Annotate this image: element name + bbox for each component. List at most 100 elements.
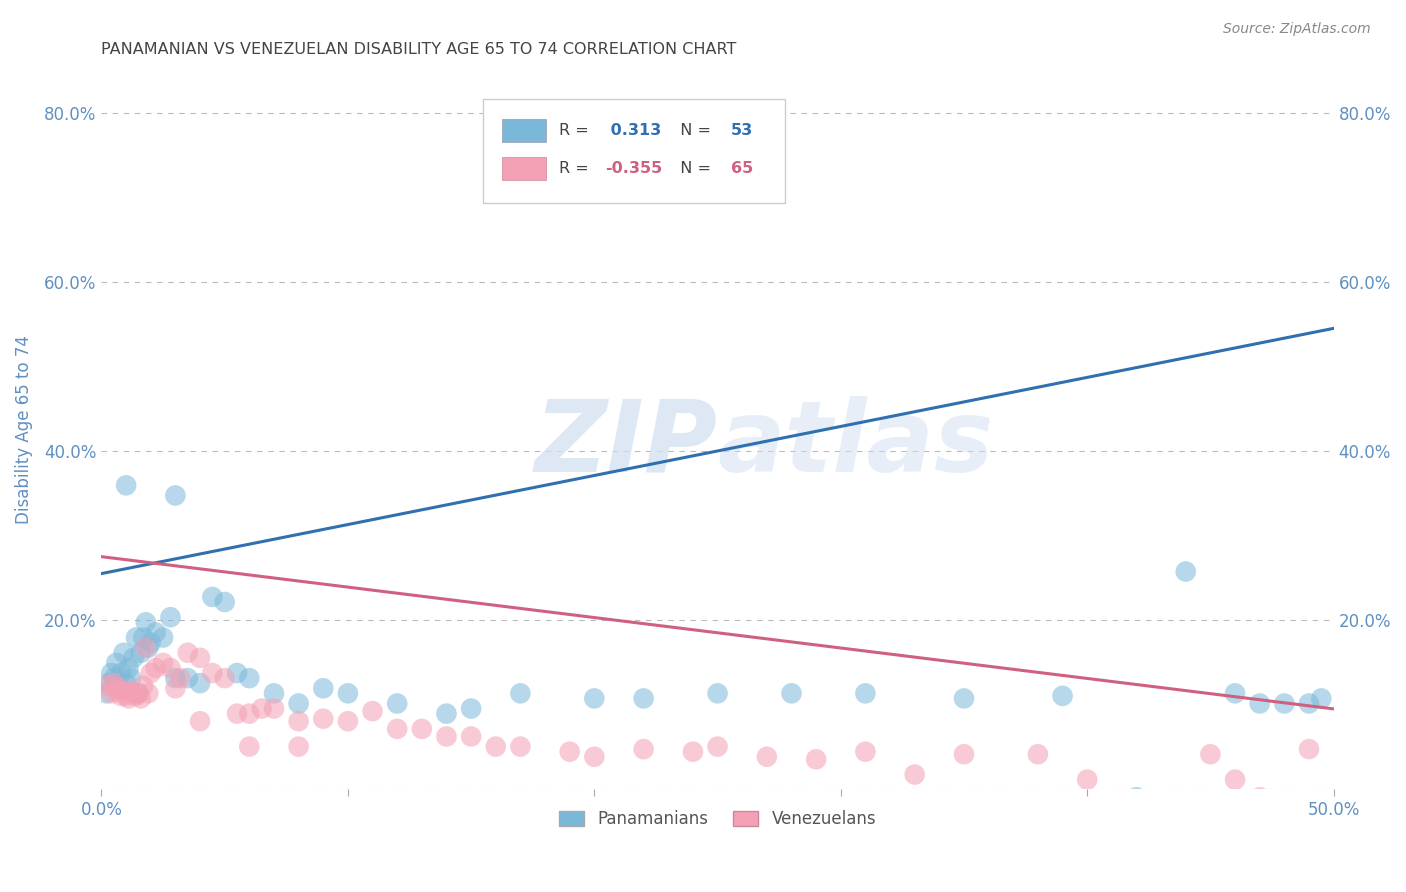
Point <box>287 600 309 615</box>
Point <box>139 520 162 534</box>
Point <box>152 503 174 517</box>
Point <box>755 659 778 673</box>
Point <box>436 625 458 640</box>
Legend: Panamanians, Venezuelans: Panamanians, Venezuelans <box>553 804 883 835</box>
Point <box>804 664 827 678</box>
Text: 0.313: 0.313 <box>606 122 662 137</box>
Point <box>460 579 482 593</box>
Point <box>152 461 174 475</box>
Point <box>977 731 1000 746</box>
Point <box>633 647 655 661</box>
Point <box>583 562 606 576</box>
FancyBboxPatch shape <box>484 99 786 203</box>
Point <box>953 656 976 670</box>
Point <box>112 486 135 500</box>
Point <box>122 494 145 508</box>
Point <box>263 554 285 568</box>
Point <box>1076 698 1098 712</box>
Point <box>1298 647 1320 661</box>
Point <box>558 651 581 665</box>
Point <box>336 600 359 615</box>
Point <box>115 207 138 221</box>
Text: 65: 65 <box>731 161 754 177</box>
Point <box>263 579 285 593</box>
Point <box>188 537 211 551</box>
Point <box>129 562 152 576</box>
Point <box>201 393 224 408</box>
Point <box>1249 727 1271 741</box>
Point <box>436 588 458 602</box>
Point <box>96 554 118 568</box>
Point <box>110 558 132 573</box>
Point <box>136 554 159 568</box>
Point <box>1174 739 1197 754</box>
Text: R =: R = <box>558 161 593 177</box>
FancyBboxPatch shape <box>502 157 547 180</box>
Point <box>132 541 155 556</box>
Point <box>1174 351 1197 365</box>
Point <box>509 642 531 657</box>
Point <box>706 554 728 568</box>
Point <box>780 554 803 568</box>
Point <box>855 651 877 665</box>
Point <box>287 571 309 585</box>
Point <box>385 613 408 627</box>
Point <box>385 571 408 585</box>
Point <box>188 494 211 508</box>
Point <box>120 549 142 564</box>
Point <box>177 528 200 542</box>
Point <box>1323 731 1346 746</box>
Point <box>1125 731 1147 746</box>
Point <box>103 528 125 542</box>
Point <box>1223 554 1246 568</box>
Point <box>107 545 129 559</box>
Point <box>135 477 157 491</box>
Point <box>1052 558 1074 573</box>
Point <box>336 554 359 568</box>
Point <box>115 537 138 551</box>
Point <box>127 554 149 568</box>
Point <box>165 545 187 559</box>
Point <box>100 554 122 568</box>
Point <box>105 549 128 564</box>
Point <box>97 537 120 551</box>
Point <box>904 689 927 703</box>
Point <box>115 558 138 573</box>
Point <box>1310 562 1333 576</box>
Point <box>105 503 128 517</box>
Point <box>112 549 135 564</box>
Point <box>110 520 132 534</box>
Point <box>145 452 167 467</box>
Point <box>136 477 159 491</box>
Point <box>1272 571 1295 585</box>
Point <box>127 554 149 568</box>
Point <box>706 642 728 657</box>
Point <box>214 401 236 416</box>
Point <box>855 554 877 568</box>
Text: ZIP: ZIP <box>534 396 717 492</box>
Text: PANAMANIAN VS VENEZUELAN DISABILITY AGE 65 TO 74 CORRELATION CHART: PANAMANIAN VS VENEZUELAN DISABILITY AGE … <box>101 42 737 57</box>
Point <box>188 600 211 615</box>
Text: R =: R = <box>558 122 593 137</box>
Point <box>1125 727 1147 741</box>
Point <box>1249 571 1271 585</box>
Point <box>238 588 260 602</box>
Point <box>1298 571 1320 585</box>
Point <box>287 642 309 657</box>
Point <box>132 461 155 475</box>
Point <box>238 528 260 542</box>
Text: atlas: atlas <box>717 396 994 492</box>
Point <box>100 520 122 534</box>
Point <box>97 541 120 556</box>
Point <box>125 461 148 475</box>
Point <box>682 651 704 665</box>
Point <box>135 435 157 450</box>
Point <box>361 583 384 598</box>
Point <box>312 545 335 559</box>
Point <box>120 528 142 542</box>
Point <box>145 511 167 525</box>
Point <box>1026 656 1049 670</box>
Point <box>201 520 224 534</box>
Point <box>139 469 162 483</box>
Point <box>117 562 139 576</box>
